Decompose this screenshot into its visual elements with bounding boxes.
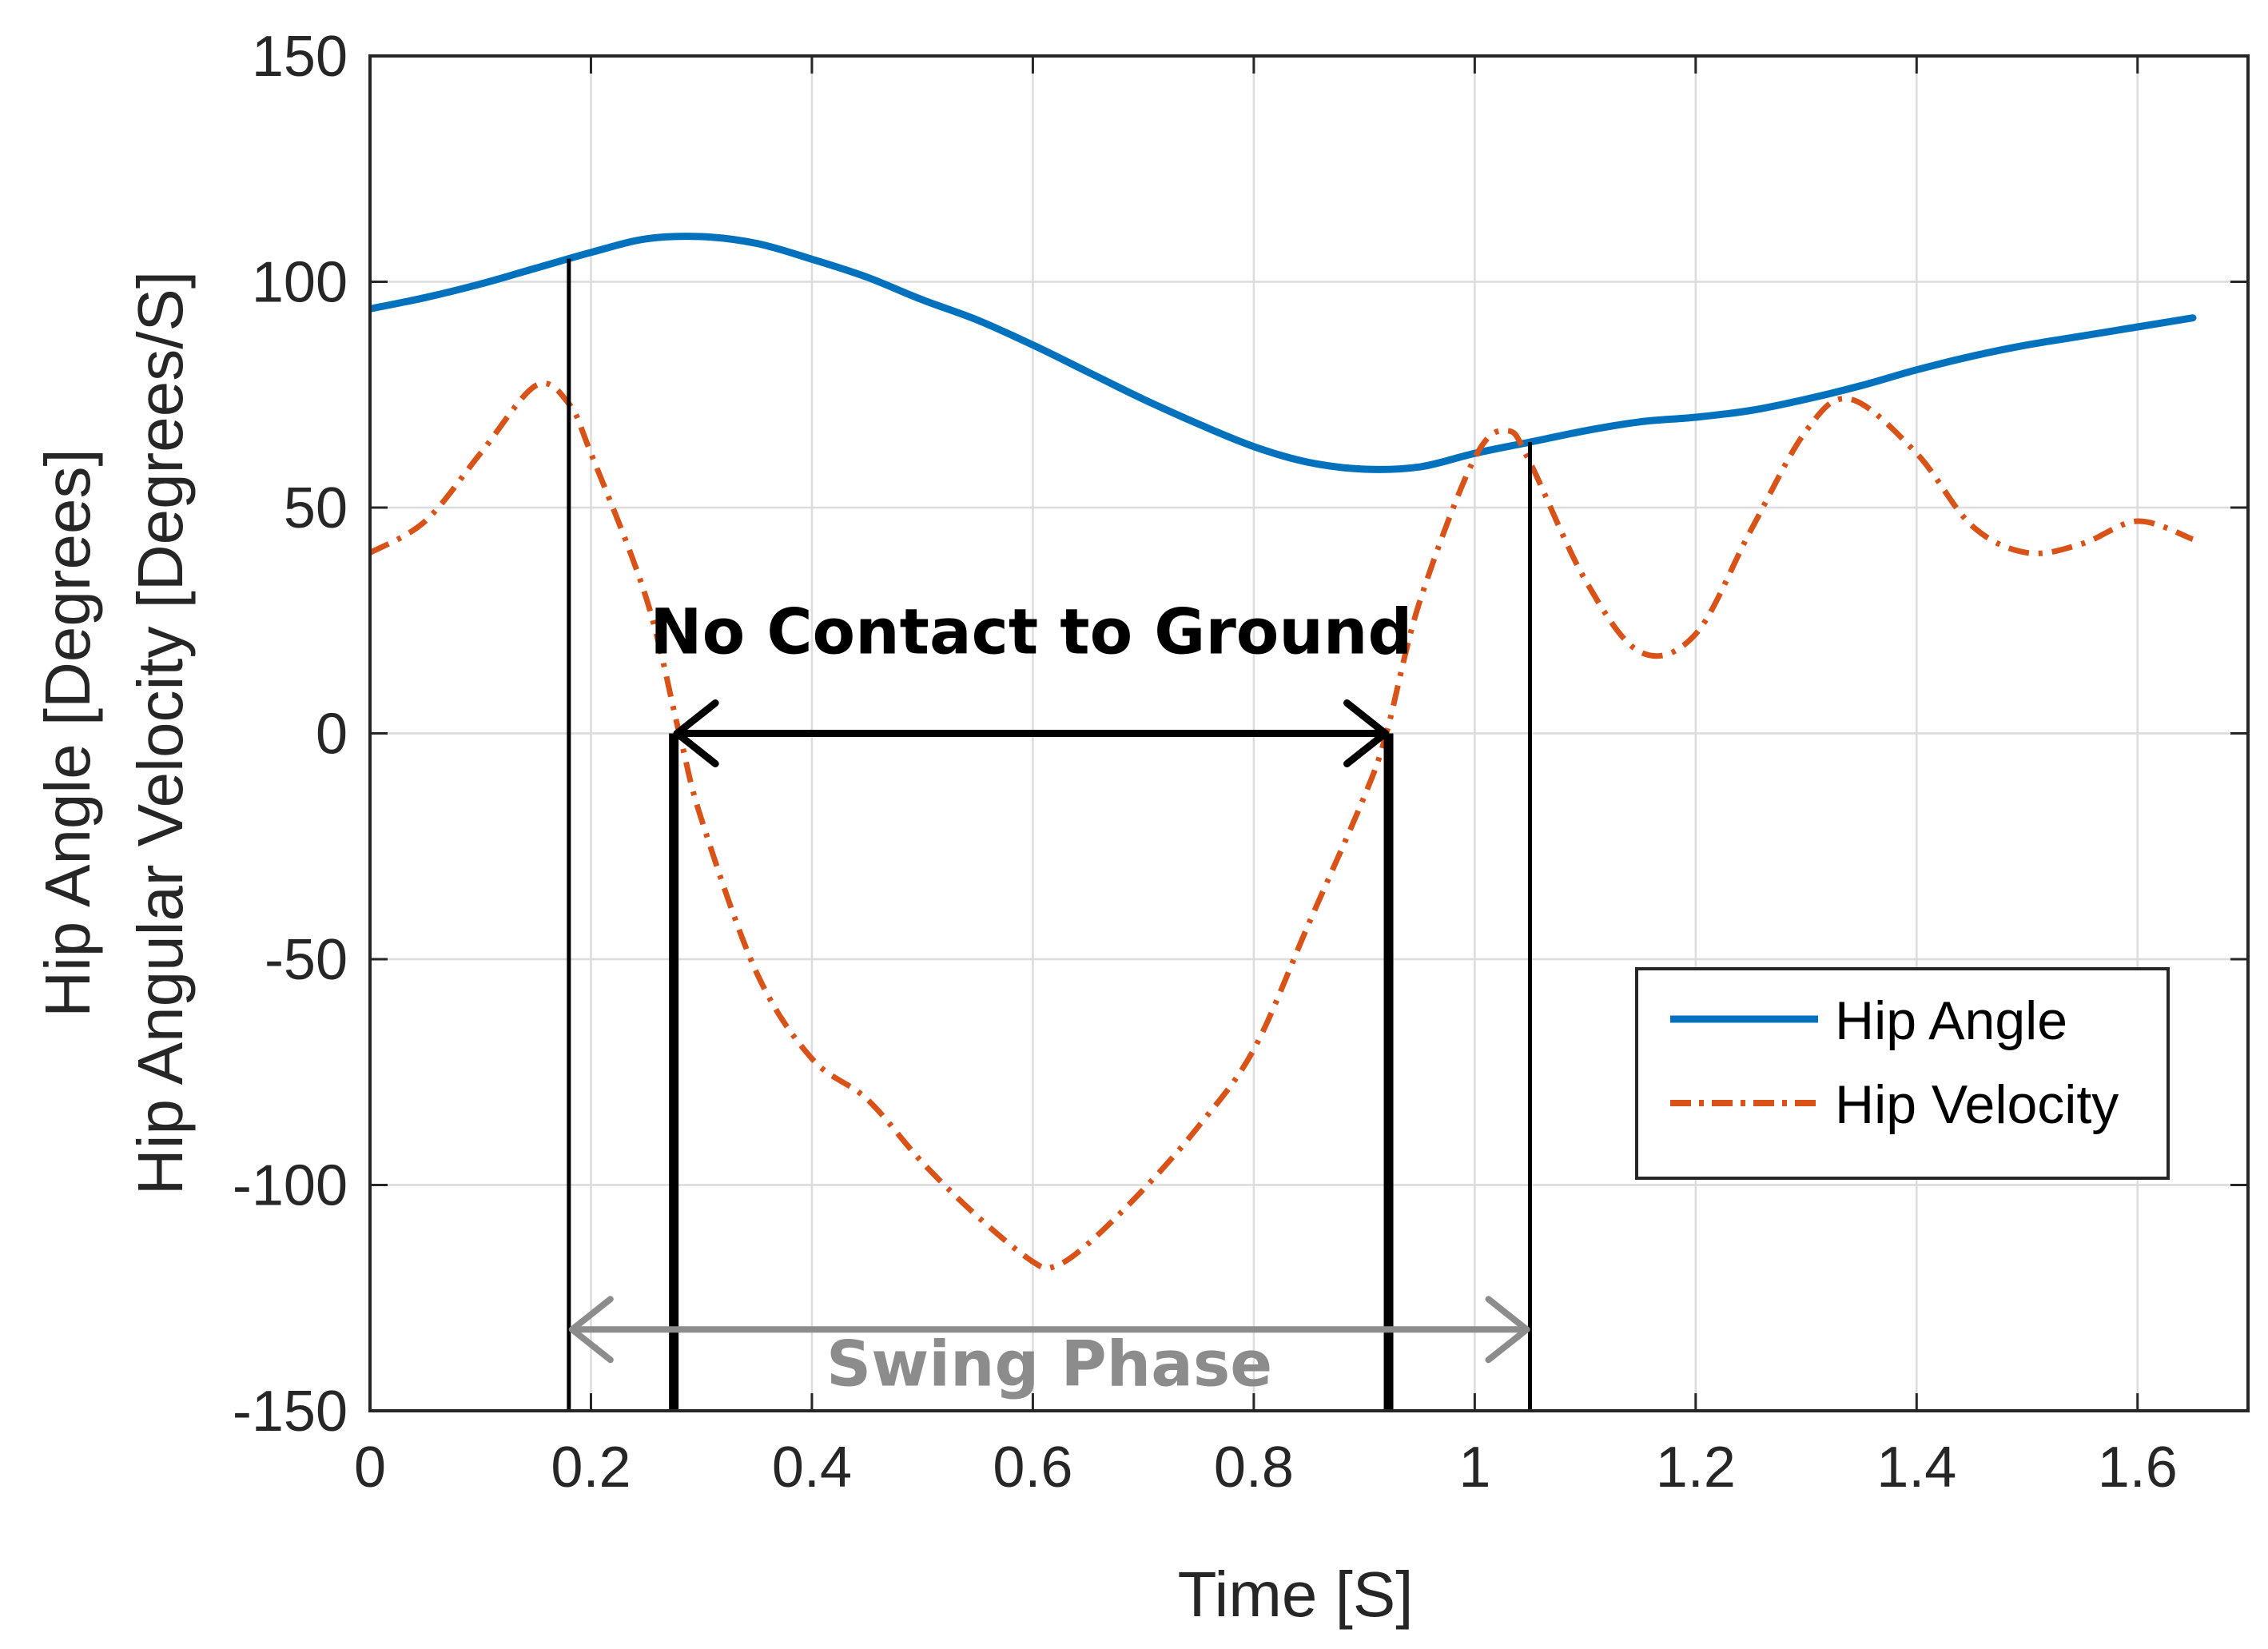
y-axis-title-line-2: Hip Angular Velocity [Degrees/S]: [125, 271, 196, 1195]
x-tick-label: 0.4: [772, 1436, 852, 1500]
legend-label-hip-angle: Hip Angle: [1835, 990, 2067, 1051]
swing-phase-annotation: Swing Phase: [826, 1328, 1272, 1400]
y-tick-label: -100: [233, 1154, 348, 1218]
y-tick-label: 0: [316, 703, 348, 767]
arrow-head-left: [673, 699, 719, 767]
swing-phase-arrow: [568, 1296, 1530, 1364]
y-tick-label: -50: [265, 928, 348, 992]
x-tick-label: 0: [354, 1436, 386, 1500]
y-tick-label: -150: [233, 1380, 348, 1444]
phase-markers: [567, 258, 1532, 1411]
no-contact-annotation: No Contact to Ground: [650, 597, 1412, 669]
x-tick-label: 0.2: [551, 1436, 631, 1500]
arrow-head-right: [1485, 1296, 1530, 1364]
x-tick-label: 1.2: [1656, 1436, 1736, 1500]
no-contact-arrow: [673, 699, 1390, 767]
annotation-arrows: [568, 699, 1530, 1364]
y-axis-title-line-1: Hip Angle [Degrees]: [32, 448, 103, 1018]
y-tick-label: 150: [252, 25, 348, 89]
x-tick-label: 0.6: [993, 1436, 1072, 1500]
arrow-head-right: [1343, 699, 1390, 767]
axis-ticks: 0 0.2 0.4 0.6 0.8 1 1.2 1.4 1.6 150 100 50 0 -50 -100 -…: [233, 25, 2248, 1500]
y-tick-label: 50: [284, 476, 348, 540]
x-axis-title: Time [S]: [1178, 1559, 1414, 1630]
legend-label-hip-velocity: Hip Velocity: [1835, 1074, 2119, 1135]
x-tick-label: 1: [1458, 1436, 1490, 1500]
y-tick-label: 100: [252, 251, 348, 315]
x-tick-label: 1.6: [2098, 1436, 2178, 1500]
data-series: [370, 233, 2197, 1272]
x-tick-label: 0.8: [1214, 1436, 1294, 1500]
legend-box: [1635, 967, 2170, 1180]
arrow-head-left: [568, 1296, 614, 1364]
x-tick-label: 1.4: [1876, 1436, 1956, 1500]
hip-angle-line: [370, 233, 2197, 473]
legend: Hip Angle Hip Velocity: [1635, 967, 2170, 1180]
